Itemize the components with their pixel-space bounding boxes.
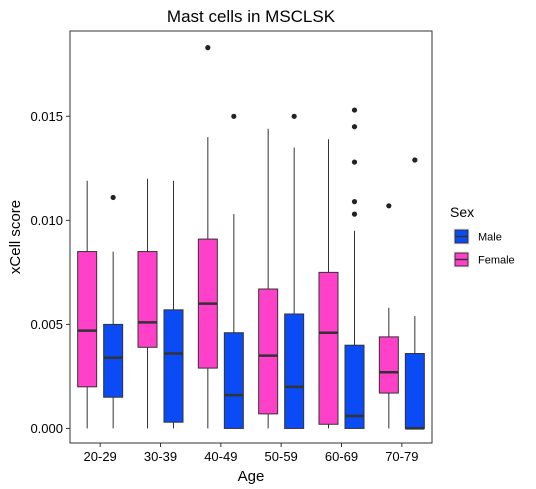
y-tick-label: 0.005 (30, 317, 63, 332)
box-body (318, 271, 339, 425)
legend-label-female: Female (478, 255, 515, 267)
legend-title: Sex (450, 204, 474, 220)
outlier-point (351, 107, 358, 113)
box-male-40-49 (223, 113, 244, 429)
box-female-40-49 (197, 45, 218, 429)
box-female-30-39 (137, 178, 158, 429)
outlier-point (351, 211, 358, 217)
outlier-point (231, 113, 237, 119)
outlier-point (351, 124, 358, 130)
outlier-point (291, 113, 297, 119)
y-axis: 0.000 0.005 0.010 0.015 (30, 109, 70, 436)
box-layer (77, 45, 425, 430)
box-male-30-39 (163, 180, 184, 429)
box-body (258, 288, 279, 415)
x-tick-label: 40-49 (204, 449, 237, 464)
box-female-70-79 (378, 203, 399, 429)
box-female-50-59 (258, 128, 279, 429)
box-male-70-79 (404, 157, 425, 430)
x-axis: 20-29 30-39 40-49 50-59 60-69 70-79 (84, 443, 418, 464)
plot-panel (69, 30, 433, 444)
outlier-point (110, 194, 116, 201)
legend-label-male: Male (478, 232, 502, 244)
box-body (378, 336, 399, 394)
box-body (103, 323, 124, 398)
x-tick-label: 70-79 (385, 449, 418, 464)
x-tick-label: 30-39 (144, 449, 177, 464)
outlier-point (386, 203, 392, 209)
chart-title: Mast cells in MSCLSK (167, 7, 336, 26)
outlier-point (205, 45, 211, 51)
x-tick-label: 20-29 (84, 449, 117, 464)
box-body (404, 353, 425, 429)
box-female-60-69 (318, 139, 339, 429)
y-tick-label: 0.010 (30, 213, 63, 228)
box-male-20-29 (103, 194, 124, 429)
box-body (77, 251, 98, 388)
box-male-50-59 (284, 113, 305, 429)
outlier-point (351, 199, 358, 205)
box-body (344, 344, 365, 429)
y-tick-label: 0.015 (30, 109, 63, 124)
y-axis-title: xCell score (7, 200, 24, 274)
outlier-point (351, 159, 358, 165)
legend: Sex Male Female (450, 204, 515, 268)
box-female-20-29 (77, 180, 98, 429)
box-body (137, 251, 158, 348)
outlier-point (412, 157, 418, 163)
box-body (163, 309, 184, 423)
x-tick-label: 60-69 (325, 449, 358, 464)
x-axis-title: Age (238, 468, 265, 485)
box-body (284, 313, 305, 429)
y-tick-label: 0.000 (30, 421, 63, 436)
box-male-60-69 (344, 107, 365, 429)
x-tick-label: 50-59 (265, 449, 298, 464)
box-body (223, 332, 244, 429)
